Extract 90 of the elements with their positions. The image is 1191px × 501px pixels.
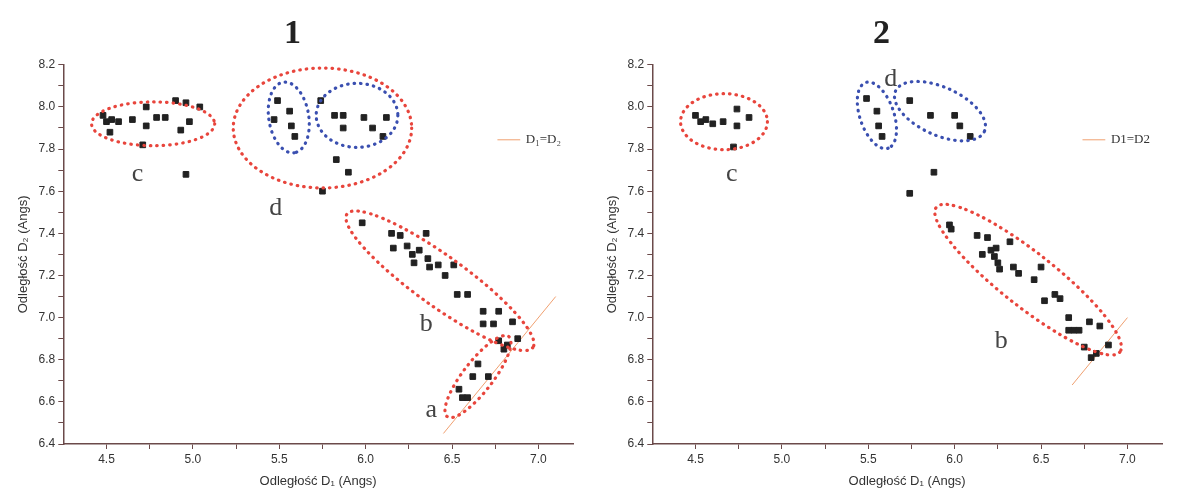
point (1051, 291, 1059, 298)
point (1065, 314, 1073, 321)
point (951, 112, 958, 119)
x-tick-label: 5.5 (859, 451, 877, 466)
point (906, 189, 914, 197)
point (697, 118, 704, 126)
x-tick-label: 6.0 (357, 451, 375, 466)
x-axis-title: Odległość D₁ (Angs) (259, 472, 377, 488)
point (1041, 297, 1048, 305)
point (1105, 341, 1112, 349)
point (1070, 326, 1078, 334)
y-tick-label: 6.8 (38, 352, 56, 367)
point (1096, 322, 1104, 330)
point (1056, 295, 1064, 302)
point (1010, 263, 1017, 271)
annotation: a (425, 394, 438, 424)
point (994, 259, 1002, 267)
x-tick-label: 5.0 (773, 451, 791, 466)
point (966, 133, 974, 140)
y-tick-label: 6.4 (627, 436, 645, 451)
x-tick-label: 6.5 (443, 451, 461, 466)
point (991, 253, 998, 260)
annotation: d (269, 191, 283, 221)
y-tick-label: 8.2 (627, 57, 645, 72)
point (1030, 276, 1038, 284)
x-tick-label: 4.5 (98, 451, 116, 466)
x-tick-label: 5.0 (184, 451, 202, 466)
point (1075, 326, 1083, 334)
point (927, 112, 934, 119)
y-axis-title: Odległość D₂ (Angs) (604, 195, 620, 314)
legend-label: D1=D2 (1110, 131, 1150, 147)
legend-label: D₁=D₂ (525, 131, 562, 147)
x-tick-label: 5.5 (270, 451, 288, 466)
y-tick-label: 7.2 (38, 267, 56, 282)
y-tick-label: 7.8 (627, 141, 645, 156)
annotation: b (419, 307, 433, 337)
point (1015, 270, 1022, 277)
chart-title: 2 (873, 13, 890, 51)
point (1086, 318, 1093, 326)
annotation: d (884, 63, 898, 93)
point (1087, 354, 1095, 361)
point (1006, 238, 1014, 246)
point (992, 244, 1000, 252)
x-tick-label: 6.5 (1032, 451, 1050, 466)
point (878, 133, 886, 140)
annotation: c (131, 158, 144, 188)
x-tick-label: 7.0 (530, 451, 548, 466)
annotation: b (994, 324, 1008, 354)
x-tick-label: 7.0 (1119, 451, 1137, 466)
y-tick-label: 7.0 (627, 309, 645, 324)
point (719, 118, 727, 126)
y-tick-label: 6.8 (627, 352, 645, 367)
point (978, 251, 986, 258)
chart-title: 1 (284, 13, 301, 51)
point (973, 232, 981, 239)
point (984, 234, 991, 241)
point (987, 246, 995, 254)
point (692, 112, 699, 119)
y-tick-label: 6.6 (38, 394, 56, 409)
y-tick-label: 7.8 (38, 141, 56, 156)
point (947, 225, 955, 233)
point (875, 122, 882, 130)
y-tick-label: 8.0 (38, 99, 56, 114)
point (745, 114, 753, 121)
point (709, 120, 717, 128)
point (702, 116, 710, 123)
y-tick-label: 7.6 (38, 183, 56, 198)
point (996, 265, 1003, 273)
annotation: c (725, 158, 738, 188)
y-tick-label: 7.4 (38, 225, 56, 240)
y-tick-label: 8.0 (627, 99, 645, 114)
y-axis-title: Odległość D₂ (Angs) (15, 195, 31, 314)
point (1037, 263, 1045, 271)
x-tick-label: 4.5 (687, 451, 705, 466)
y-tick-label: 7.4 (627, 225, 645, 240)
y-tick-label: 7.0 (38, 309, 56, 324)
point (956, 122, 964, 130)
y-tick-label: 8.2 (38, 57, 56, 72)
y-tick-label: 7.6 (627, 183, 645, 198)
point (930, 168, 938, 176)
point (863, 95, 870, 102)
x-tick-label: 6.0 (946, 451, 964, 466)
x-axis-title: Odległość D₁ (Angs) (848, 472, 966, 488)
point (733, 122, 741, 130)
y-tick-label: 6.4 (38, 436, 56, 451)
y-tick-label: 6.6 (627, 394, 645, 409)
y-tick-label: 7.2 (627, 267, 645, 282)
point (906, 97, 914, 104)
point (873, 107, 881, 115)
point (733, 105, 741, 113)
